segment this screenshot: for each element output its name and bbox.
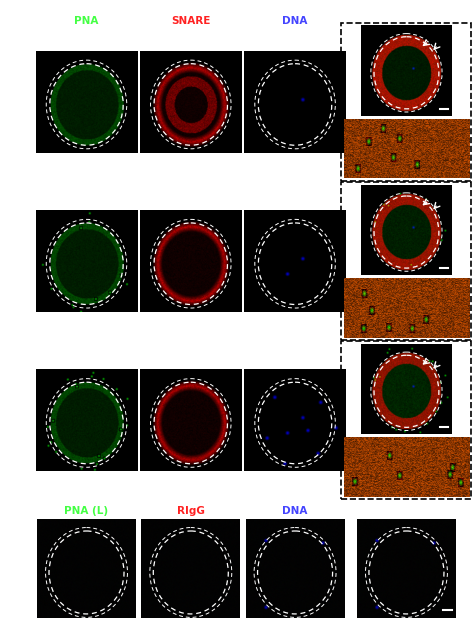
- Text: VAMP1: VAMP1: [22, 246, 31, 276]
- Text: DNA: DNA: [283, 16, 308, 26]
- Text: MERGE: MERGE: [386, 16, 427, 26]
- Text: Syntaxin2: Syntaxin2: [22, 79, 31, 125]
- Text: RIgG: RIgG: [177, 506, 205, 516]
- Text: PNA: PNA: [74, 16, 99, 26]
- Text: SNAP23: SNAP23: [22, 403, 31, 438]
- Text: PNA (L): PNA (L): [64, 506, 109, 516]
- Text: SNARE: SNARE: [171, 16, 210, 26]
- Text: DNA: DNA: [283, 506, 308, 516]
- Text: MERGE: MERGE: [386, 506, 427, 516]
